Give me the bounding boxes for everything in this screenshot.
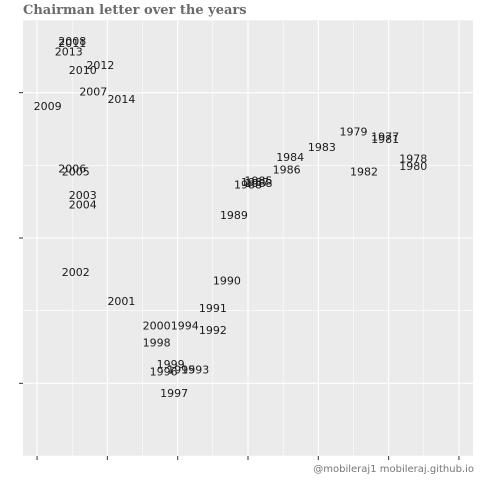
year-label: 1997: [160, 387, 188, 400]
year-label: 1980: [399, 160, 427, 173]
year-label: 1987: [241, 176, 269, 189]
year-label: 1992: [199, 324, 227, 337]
year-label: 1998: [143, 336, 171, 349]
year-label: 1994: [171, 320, 199, 333]
year-label: 1989: [220, 209, 248, 222]
year-label: 2001: [107, 295, 135, 308]
year-label: 2013: [55, 46, 83, 59]
year-label: 2003: [69, 189, 97, 202]
year-label: 2000: [143, 320, 171, 333]
year-label: 1993: [181, 363, 209, 376]
chart-title: Chairman letter over the years: [23, 3, 247, 18]
year-label: 1982: [350, 166, 378, 179]
axis-ticks: [19, 92, 460, 460]
year-label: 2010: [69, 64, 97, 77]
year-label: 2006: [58, 163, 86, 176]
year-label: 1995: [167, 363, 195, 376]
year-label: 2014: [107, 93, 135, 106]
year-label: 1988: [245, 177, 273, 190]
year-label: 2007: [79, 86, 107, 99]
year-label: 2008: [58, 35, 86, 48]
chart-caption: @mobileraj1 mobileraj.github.io: [313, 464, 474, 475]
year-label: 1991: [199, 302, 227, 315]
year-label: 1981: [371, 133, 399, 146]
major-gridlines: [23, 20, 473, 456]
year-label: 1978: [399, 153, 427, 166]
year-label: 1985: [245, 174, 273, 187]
year-label: 1983: [308, 141, 336, 154]
year-label: 1996: [150, 365, 178, 378]
year-label: 2011: [58, 37, 86, 50]
year-label: 2005: [62, 166, 90, 179]
year-label: 1999: [157, 358, 185, 371]
year-label: 2002: [62, 266, 90, 279]
year-label: 1986: [273, 163, 301, 176]
year-label: 1984: [276, 151, 304, 164]
year-label: 2012: [86, 59, 114, 72]
year-label: 2004: [69, 198, 97, 211]
year-label: 2009: [34, 100, 62, 113]
year-label: 1977: [371, 131, 399, 144]
year-label: 1990: [213, 275, 241, 288]
year-label: 1979: [339, 126, 367, 139]
year-label: 1988: [234, 179, 262, 192]
